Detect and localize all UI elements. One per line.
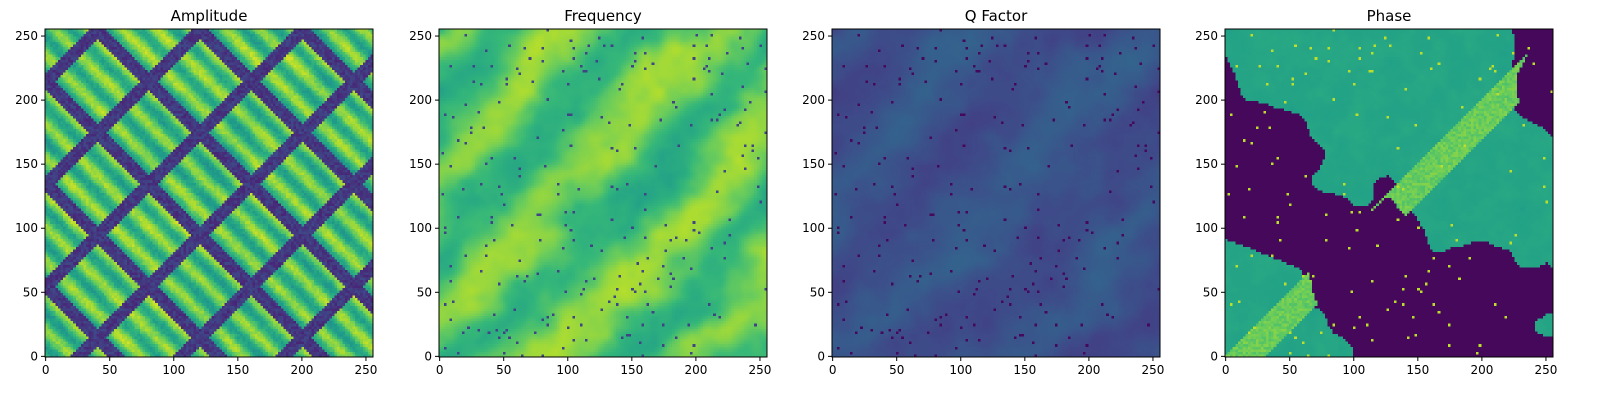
panel-2: Q Factor 0 50 100 150 200 250 0 50 100 150 200 250 [802,7,1164,377]
y-tick-label: 150 [409,157,432,171]
x-tick-label: 150 [1406,363,1429,377]
y-tick-label: 0 [30,349,38,363]
x-tick-label: 0 [1222,363,1230,377]
panel-title: Q Factor [965,7,1028,25]
x-tick-label: 100 [162,363,185,377]
y-tick-label: 0 [1210,349,1218,363]
x-tick-label: 200 [290,363,313,377]
x-tick-label: 0 [829,363,837,377]
y-tick-label: 0 [817,349,825,363]
x-tick-label: 0 [42,363,50,377]
plot-frame [438,28,768,358]
x-tick-label: 200 [1077,363,1100,377]
y-tick-label: 50 [810,285,825,299]
plot-frame [831,28,1161,358]
heatmap-image [439,29,767,357]
x-tick-label: 100 [556,363,579,377]
x-tick-label: 200 [1470,363,1493,377]
y-tick-label: 200 [802,93,825,107]
y-tick-label: 250 [802,29,825,43]
x-tick-label: 0 [436,363,444,377]
y-tick-label: 150 [15,157,38,171]
heatmap-image [1225,29,1553,357]
plot-frame [1224,28,1554,358]
y-tick-label: 250 [15,29,38,43]
x-tick-label: 150 [1013,363,1036,377]
y-tick-label: 150 [802,157,825,171]
y-tick-label: 150 [1195,157,1218,171]
y-tick-label: 200 [15,93,38,107]
panel-title: Phase [1367,7,1412,25]
panel-0: Amplitude 0 50 100 150 200 250 0 50 100 150 200 250 [15,7,377,377]
panel-title: Amplitude [171,7,248,25]
x-tick-label: 250 [1142,363,1165,377]
y-tick-label: 100 [15,221,38,235]
x-tick-label: 50 [1282,363,1297,377]
y-tick-label: 100 [802,221,825,235]
x-tick-label: 50 [889,363,904,377]
x-tick-label: 150 [226,363,249,377]
x-tick-label: 200 [684,363,707,377]
heatmap-image [45,29,373,357]
y-tick-label: 200 [1195,93,1218,107]
x-tick-label: 250 [749,363,772,377]
x-tick-label: 250 [355,363,378,377]
x-tick-label: 50 [496,363,511,377]
panel-title: Frequency [564,7,642,25]
y-tick-label: 250 [409,29,432,43]
plot-frame [44,28,374,358]
y-tick-label: 50 [1203,285,1218,299]
y-tick-label: 200 [409,93,432,107]
x-tick-label: 50 [102,363,117,377]
y-tick-label: 0 [424,349,432,363]
panel-1: Frequency 0 50 100 150 200 250 0 50 100 150 200 250 [409,7,771,377]
y-tick-label: 50 [417,285,432,299]
heatmap-image [832,29,1160,357]
y-tick-label: 100 [409,221,432,235]
x-tick-label: 150 [620,363,643,377]
x-tick-label: 250 [1535,363,1558,377]
x-tick-label: 100 [1342,363,1365,377]
y-tick-label: 250 [1195,29,1218,43]
panel-3: Phase 0 50 100 150 200 250 0 50 100 150 200 250 [1195,7,1557,377]
x-tick-label: 100 [949,363,972,377]
y-tick-label: 100 [1195,221,1218,235]
y-tick-label: 50 [23,285,38,299]
